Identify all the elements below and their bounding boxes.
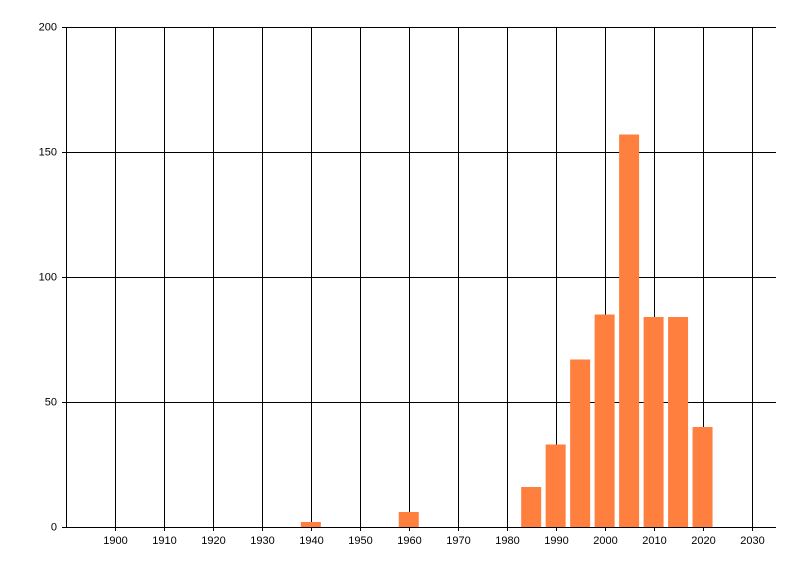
y-tick-label: 50 — [45, 396, 57, 408]
y-tick-label: 150 — [39, 146, 57, 158]
x-tick-label: 1970 — [446, 535, 470, 547]
y-tick-label: 0 — [51, 521, 57, 533]
x-tick-label: 1940 — [299, 535, 323, 547]
bar — [692, 427, 713, 527]
x-tick-label: 1900 — [103, 535, 127, 547]
x-tick-label: 1930 — [250, 535, 274, 547]
x-tick-label: 1950 — [348, 535, 372, 547]
bar — [668, 317, 689, 527]
bar — [398, 512, 419, 527]
bar — [643, 317, 664, 527]
x-tick-label: 1980 — [495, 535, 519, 547]
x-tick-label: 2020 — [691, 535, 715, 547]
x-tick-label: 2000 — [593, 535, 617, 547]
x-tick-label: 1920 — [201, 535, 225, 547]
bar — [619, 134, 640, 527]
bar — [300, 522, 321, 527]
bar — [545, 444, 566, 527]
bar — [521, 487, 542, 527]
x-tick-label: 1960 — [397, 535, 421, 547]
y-tick-label: 100 — [39, 271, 57, 283]
y-tick-label: 200 — [39, 21, 57, 33]
x-tick-label: 2010 — [642, 535, 666, 547]
bar — [594, 314, 615, 527]
x-tick-label: 1990 — [544, 535, 568, 547]
bar — [570, 359, 591, 527]
x-tick-label: 2030 — [740, 535, 764, 547]
x-tick-label: 1910 — [152, 535, 176, 547]
